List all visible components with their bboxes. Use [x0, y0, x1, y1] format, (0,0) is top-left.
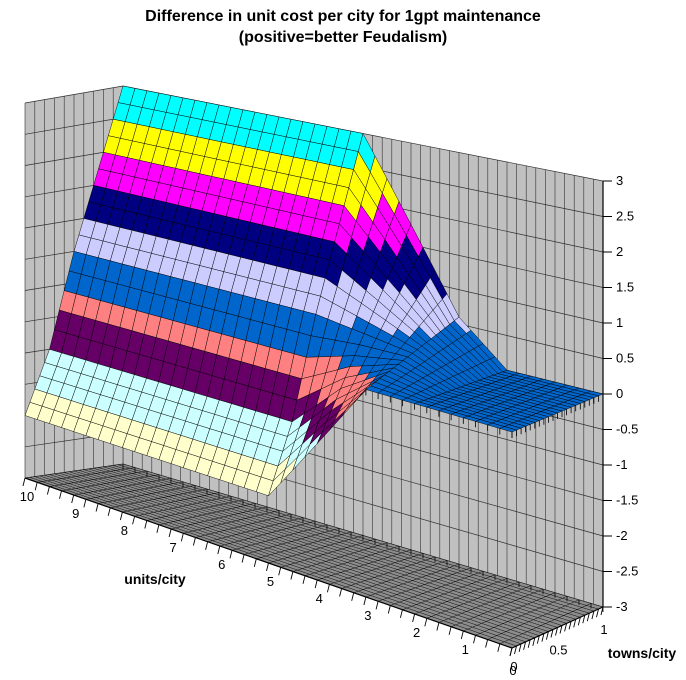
x-axis-tick-label: 0 [510, 659, 517, 674]
chart-title-line1: Difference in unit cost per city for 1gp… [145, 8, 541, 25]
x-axis-tick-label: 8 [121, 523, 128, 538]
x-axis-title: units/city [124, 571, 186, 587]
chart-title: Difference in unit cost per city for 1gp… [0, 6, 686, 48]
z-axis-tick-label: 0 [616, 386, 623, 401]
x-axis-tick-label: 6 [218, 557, 225, 572]
z-axis-tick-label: 1 [616, 315, 623, 330]
y-axis-tick-label: 0.5 [549, 643, 567, 658]
z-axis-tick-label: -0.5 [616, 422, 638, 437]
z-axis-tick-label: 1.5 [616, 280, 634, 295]
x-axis-tick-label: 5 [267, 574, 274, 589]
z-axis-tick-label: -1.5 [616, 493, 638, 508]
plateau-edge-ticks [365, 389, 604, 438]
y-axis-tick-label: 1 [600, 622, 607, 637]
y-axis-title: towns/city [608, 645, 677, 661]
z-axis: 3 2.5 2 1.5 1 0.5 0 -0.5 -1 -1.5 -2 -2.5 -3 [602, 173, 638, 614]
y-axis-tick-label: 0 [509, 663, 516, 678]
z-axis-tick-label: 2.5 [616, 209, 634, 224]
x-axis-tick-label: 7 [169, 540, 176, 555]
x-axis-tick-label: 1 [462, 642, 469, 657]
surface [24, 85, 604, 497]
x-axis-tick-label: 3 [364, 608, 371, 623]
z-axis-tick-label: -2.5 [616, 564, 638, 579]
chart-title-line2: (positive=better Feudalism) [238, 29, 448, 46]
z-axis-tick-label: -1 [616, 457, 628, 472]
z-axis-tick-label: 3 [616, 173, 623, 188]
x-axis-tick-label: 9 [72, 506, 79, 521]
z-axis-tick-label: -3 [616, 599, 628, 614]
x-axis-tick-label: 4 [316, 591, 323, 606]
x-axis-tick-label: 2 [413, 625, 420, 640]
x-axis-tick-label: 10 [20, 489, 34, 504]
z-axis-tick-label: 0.5 [616, 351, 634, 366]
z-axis-tick-label: -2 [616, 528, 628, 543]
floor [24, 463, 604, 649]
z-axis-tick-label: 2 [616, 244, 623, 259]
